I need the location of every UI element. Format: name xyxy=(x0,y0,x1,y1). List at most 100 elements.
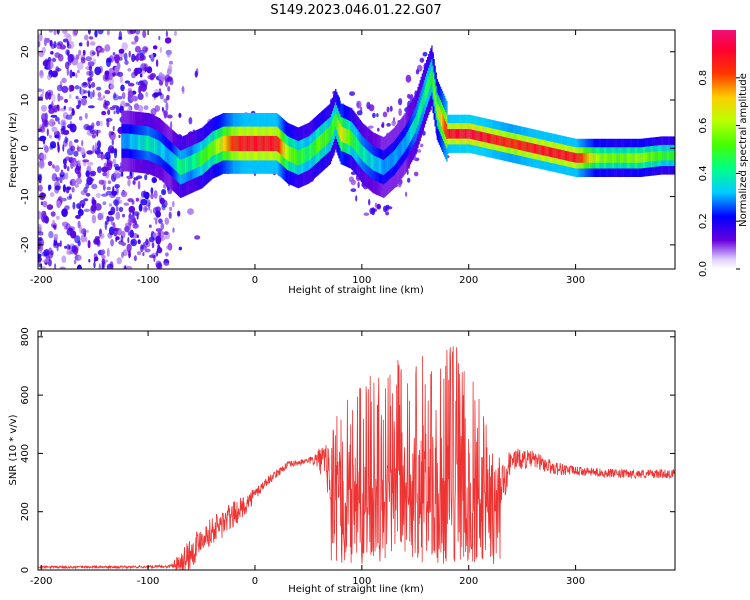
heatmap-cell xyxy=(464,129,466,139)
heatmap-cell xyxy=(121,251,124,259)
heatmap-cell xyxy=(649,152,651,162)
heatmap-cell xyxy=(420,99,422,115)
heatmap-cell xyxy=(190,155,193,171)
heatmap-cell xyxy=(515,139,518,150)
snr-xlabel: Height of straight line (km) xyxy=(288,584,424,595)
heatmap-cell xyxy=(67,53,74,63)
heatmap-cell xyxy=(337,117,339,133)
heatmap-cell xyxy=(304,147,306,163)
heatmap-cell xyxy=(95,192,101,198)
heatmap-cell xyxy=(94,203,102,211)
heatmap-cell xyxy=(470,129,473,140)
heatmap-cell xyxy=(160,142,163,158)
heatmap-cell xyxy=(329,126,332,142)
heatmap-cell xyxy=(172,227,175,233)
heatmap-cell xyxy=(269,135,272,152)
heatmap-cell xyxy=(65,114,73,120)
heatmap-cell xyxy=(367,150,369,166)
heatmap-cell xyxy=(408,128,411,144)
heatmap-cell xyxy=(166,245,172,250)
colorbar-tick-label: 0.0 xyxy=(698,261,709,277)
heatmap-cell xyxy=(106,186,111,191)
heatmap-cell xyxy=(352,132,354,148)
heatmap-cell xyxy=(666,150,668,161)
heatmap-cell xyxy=(291,147,293,163)
heatmap-cell xyxy=(575,153,577,163)
heatmap-cell xyxy=(512,138,514,149)
heatmap-cell xyxy=(58,120,60,125)
heatmap-cell xyxy=(82,49,86,57)
y-tick-label: 400 xyxy=(20,444,31,463)
heatmap-cell xyxy=(38,33,43,42)
heatmap-cell xyxy=(662,150,664,161)
heatmap-cell xyxy=(139,134,141,151)
heatmap-cell xyxy=(168,211,172,219)
heatmap-cell xyxy=(115,236,120,241)
heatmap-cell xyxy=(149,136,151,152)
heatmap-cell xyxy=(459,129,461,139)
heatmap-cell xyxy=(157,140,159,156)
heatmap-cell xyxy=(595,153,598,163)
heatmap-cell xyxy=(625,153,628,163)
heatmap-cell xyxy=(357,102,360,108)
heatmap-cell xyxy=(644,152,646,163)
heatmap-cell xyxy=(133,255,137,262)
heatmap-cell xyxy=(65,223,71,231)
heatmap-cell xyxy=(370,153,372,169)
heatmap-cell xyxy=(50,114,58,118)
heatmap-cell xyxy=(155,139,157,155)
heatmap-cell xyxy=(657,151,660,161)
heatmap-cell xyxy=(59,44,66,50)
colorbar-tick-label: 0.6 xyxy=(698,118,709,134)
heatmap-cell xyxy=(571,152,573,162)
heatmap-cell xyxy=(345,128,348,144)
heatmap-cell xyxy=(102,172,107,177)
heatmap-cell xyxy=(638,153,640,163)
heatmap-cell xyxy=(583,153,585,163)
heatmap-cell xyxy=(505,137,507,147)
heatmap-cell xyxy=(144,174,148,181)
heatmap-cell xyxy=(264,135,266,152)
heatmap-cell xyxy=(112,158,116,165)
x-tick-label: 300 xyxy=(566,275,585,286)
heatmap-cell xyxy=(135,81,139,85)
heatmap-cell xyxy=(127,68,132,72)
heatmap-cell xyxy=(132,180,136,185)
heatmap-cell xyxy=(165,252,169,257)
heatmap-cell xyxy=(584,153,586,163)
heatmap-cell xyxy=(451,129,453,139)
heatmap-cell xyxy=(86,176,93,186)
heatmap-cell xyxy=(80,88,84,97)
heatmap-cell xyxy=(115,206,119,212)
y-tick-label: 0 xyxy=(20,145,31,151)
heatmap-cell xyxy=(458,129,460,139)
heatmap-cell xyxy=(356,110,363,116)
heatmap-cell xyxy=(444,119,446,135)
heatmap-cell xyxy=(142,135,144,151)
heatmap-cell xyxy=(194,235,201,240)
heatmap-cell xyxy=(585,153,587,163)
heatmap-cell xyxy=(613,153,615,163)
heatmap-cell xyxy=(294,148,296,165)
heatmap-cell xyxy=(641,152,644,163)
heatmap-cell xyxy=(567,151,569,161)
heatmap-cell xyxy=(74,184,79,188)
heatmap-cell xyxy=(158,140,161,156)
heatmap-cell xyxy=(376,204,381,209)
heatmap-cell xyxy=(579,153,582,163)
heatmap-cell xyxy=(78,116,83,121)
heatmap-cell xyxy=(397,181,402,188)
heatmap-cell xyxy=(385,158,387,174)
heatmap-cell xyxy=(120,190,128,198)
heatmap-cell xyxy=(114,198,119,207)
heatmap-cell xyxy=(155,210,162,218)
heatmap-cell xyxy=(84,34,89,41)
heatmap-cell xyxy=(97,140,101,149)
heatmap-cell xyxy=(214,139,216,155)
heatmap-cell xyxy=(81,98,87,106)
heatmap-cell xyxy=(50,211,56,217)
heatmap-cell xyxy=(50,51,54,55)
heatmap-cell xyxy=(618,153,620,163)
heatmap-cell xyxy=(431,68,433,84)
heatmap-cell xyxy=(646,152,648,162)
